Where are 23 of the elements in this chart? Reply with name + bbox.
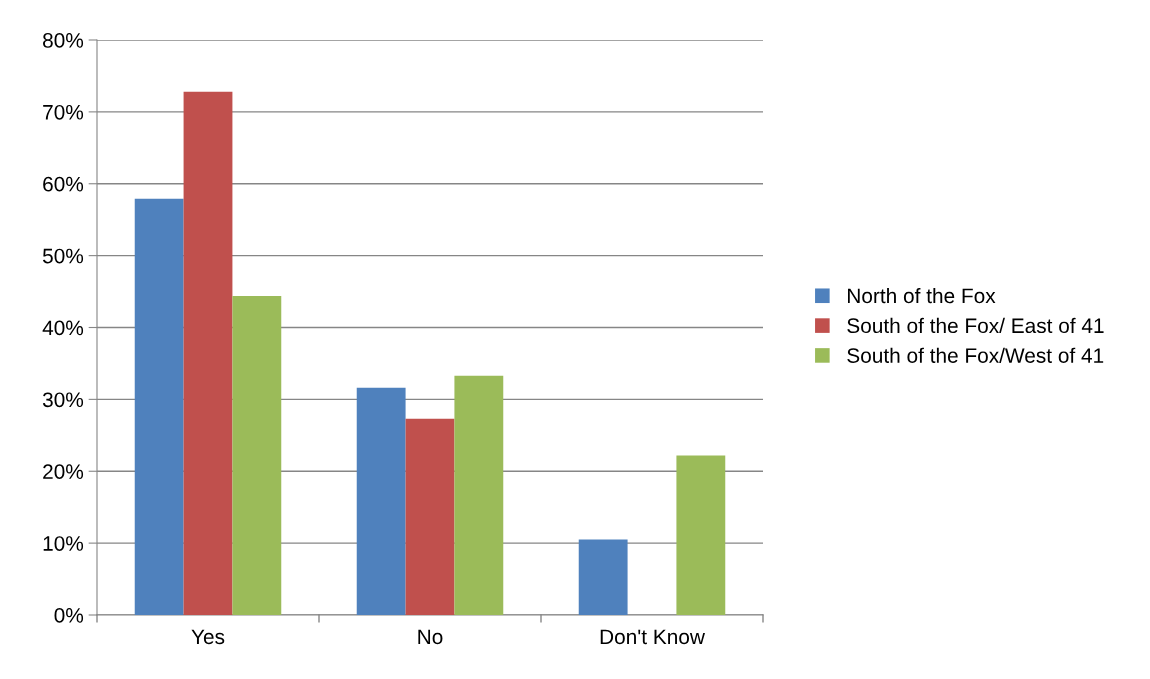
y-tick-label: 80% [43, 33, 84, 48]
x-tick-label: No [418, 629, 443, 645]
y-tick-label: 70% [43, 104, 84, 120]
y-tick-label: 50% [42, 248, 84, 264]
bar [676, 455, 726, 615]
y-tick-label: 0% [54, 608, 84, 623]
legend-label: South of the Fox/ East of 41 [847, 317, 1104, 334]
bar [356, 387, 406, 615]
bar [183, 91, 233, 615]
y-tick-label: 40% [42, 320, 84, 336]
bar [405, 418, 455, 615]
bar [232, 295, 282, 615]
bar [454, 375, 504, 615]
bar [134, 198, 184, 615]
x-tick-label: Yes [191, 629, 225, 645]
y-tick-label: 60% [43, 176, 84, 192]
legend-label: South of the Fox/West of 41 [847, 347, 1104, 363]
y-tick-label: 10% [43, 536, 84, 551]
x-tick-label: Don't Know [600, 629, 705, 645]
legend-label: North of the Fox [848, 287, 996, 304]
bar [578, 539, 628, 615]
y-tick-label: 30% [42, 392, 84, 408]
y-tick-label: 20% [43, 464, 84, 479]
